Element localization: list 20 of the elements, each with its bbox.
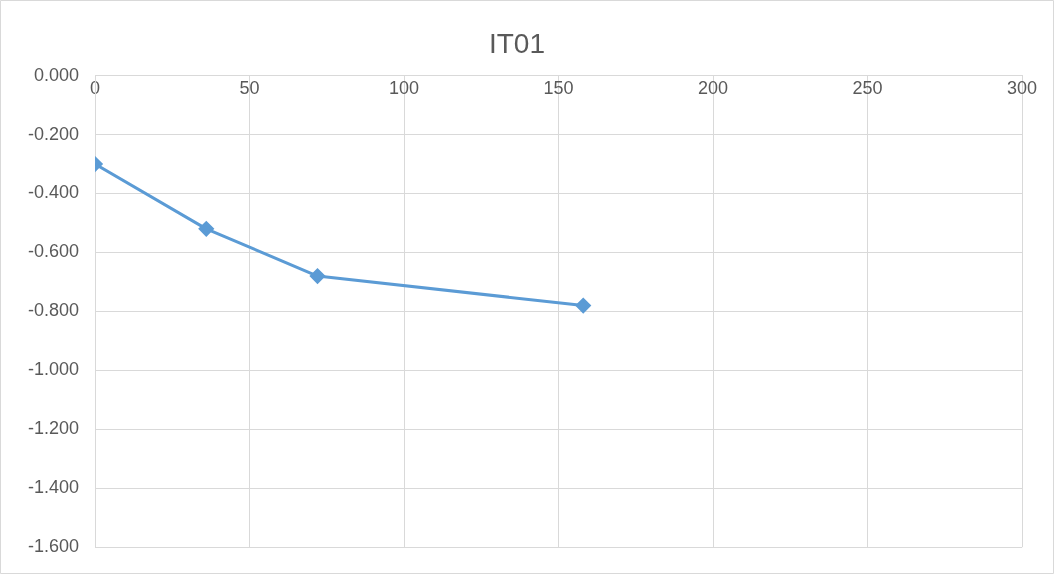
x-tick-label: 0 <box>90 78 101 99</box>
x-tick-label: 300 <box>1006 78 1038 99</box>
x-tick-label: 100 <box>389 78 420 99</box>
y-tick-label: -0.600 <box>27 241 80 262</box>
x-tick-label: 200 <box>697 78 729 99</box>
y-tick-label: 0.000 <box>33 64 80 85</box>
y-tick-label: -1.400 <box>27 477 80 498</box>
y-tick-label: -1.200 <box>27 418 80 439</box>
y-tick-label: -0.800 <box>27 300 80 321</box>
y-tick-label: -1.600 <box>27 536 80 557</box>
x-tick-label: 150 <box>543 78 574 99</box>
y-tick-label: -0.200 <box>27 123 80 144</box>
point <box>310 268 326 284</box>
x-tick-label: 50 <box>239 78 260 99</box>
chart-title: IT01 <box>488 27 546 59</box>
point <box>198 221 214 237</box>
y-tick-label: -0.400 <box>27 182 80 203</box>
y-tick-label: -1.000 <box>27 359 80 380</box>
point <box>575 298 591 314</box>
x-tick-label: 250 <box>852 78 883 99</box>
